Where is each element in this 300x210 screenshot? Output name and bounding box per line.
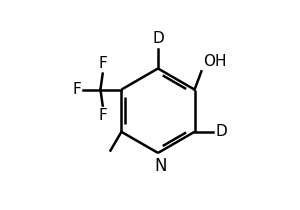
Text: D: D (152, 31, 164, 46)
Text: F: F (98, 108, 107, 123)
Text: OH: OH (203, 54, 227, 69)
Text: F: F (98, 56, 107, 71)
Text: N: N (154, 157, 167, 175)
Text: D: D (216, 124, 227, 139)
Text: F: F (72, 82, 81, 97)
